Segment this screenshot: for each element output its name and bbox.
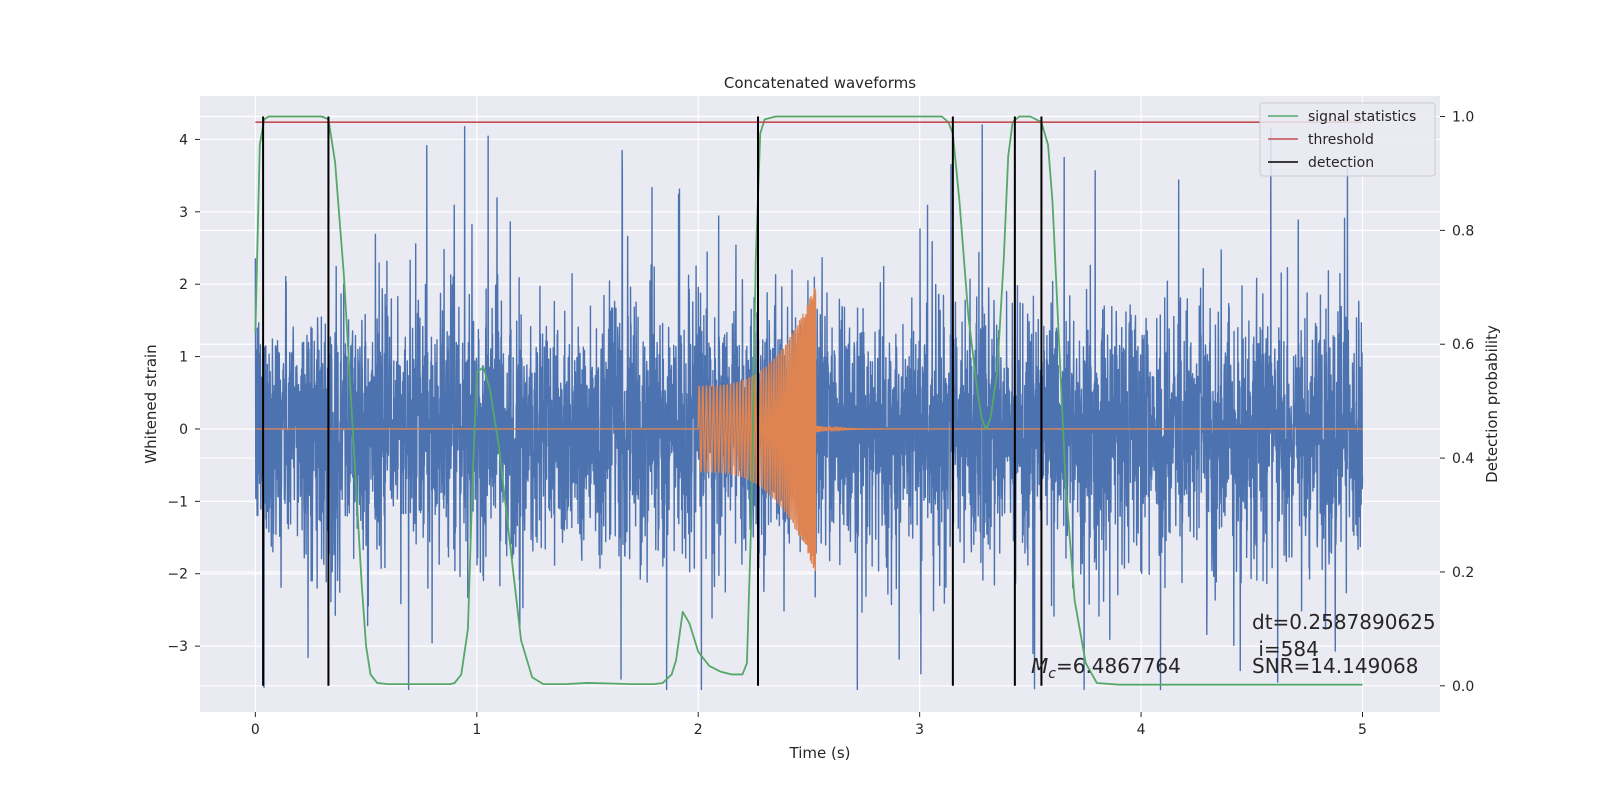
legend-label-threshold: threshold <box>1308 132 1374 148</box>
right-axis-series <box>254 115 1363 686</box>
x-tick-label: 5 <box>1358 722 1367 738</box>
injection-series <box>255 287 1363 571</box>
y-right-tick-label: 0.2 <box>1452 565 1474 581</box>
y-tick-label: 4 <box>179 132 188 148</box>
injection-line <box>255 287 1363 571</box>
annotation-mc-symbol: M <box>1031 654 1048 678</box>
x-tick-label: 4 <box>1137 722 1146 738</box>
y-right-tick-label: 0.8 <box>1452 223 1474 239</box>
x-tick-label: 0 <box>251 722 260 738</box>
x-tick-label: 2 <box>694 722 703 738</box>
signal-statistics-line <box>254 115 1363 686</box>
annotation-mc: Mc=6.4867764 <box>1031 654 1181 682</box>
annotation-dt: dt=0.2587890625 <box>1252 610 1436 634</box>
y-right-tick-label: 0.6 <box>1452 337 1474 353</box>
legend-label-signal: signal statistics <box>1308 109 1416 125</box>
legend: signal statistics threshold detection <box>1259 102 1436 177</box>
y-tick-label: 3 <box>179 205 188 221</box>
y-tick-label: 0 <box>179 422 188 438</box>
x-axis-label: Time (s) <box>789 744 851 762</box>
y-right-tick-label: 0.4 <box>1452 451 1474 467</box>
y-right-axis-label: Detection probability <box>1483 325 1501 483</box>
legend-box <box>1259 102 1436 177</box>
annotation-i: i=584 <box>1252 637 1319 661</box>
annotation-mc-value: =6.4867764 <box>1056 654 1181 678</box>
annotation-snr: SNR=14.149068 <box>1252 654 1418 678</box>
y-axis-label: Whitened strain <box>142 344 160 463</box>
y-tick-label: −3 <box>167 639 188 655</box>
x-tick-label: 3 <box>915 722 924 738</box>
y-tick-label: 2 <box>179 277 188 293</box>
ticks: 0 1 2 3 4 5 −3 −2 −1 0 1 2 3 4 0.0 0.2 0.4 0.6 0.8 1.0 <box>167 109 1474 738</box>
x-tick-label: 1 <box>472 722 481 738</box>
y-right-tick-label: 1.0 <box>1452 109 1474 125</box>
legend-label-detection: detection <box>1308 155 1374 171</box>
y-right-tick-label: 0.0 <box>1452 679 1474 695</box>
y-tick-label: −1 <box>167 494 188 510</box>
y-tick-label: −2 <box>167 567 188 583</box>
y-tick-label: 1 <box>179 350 188 366</box>
annotation-mc-subscript: c <box>1048 666 1056 682</box>
chart-title: Concatenated waveforms <box>724 74 916 92</box>
